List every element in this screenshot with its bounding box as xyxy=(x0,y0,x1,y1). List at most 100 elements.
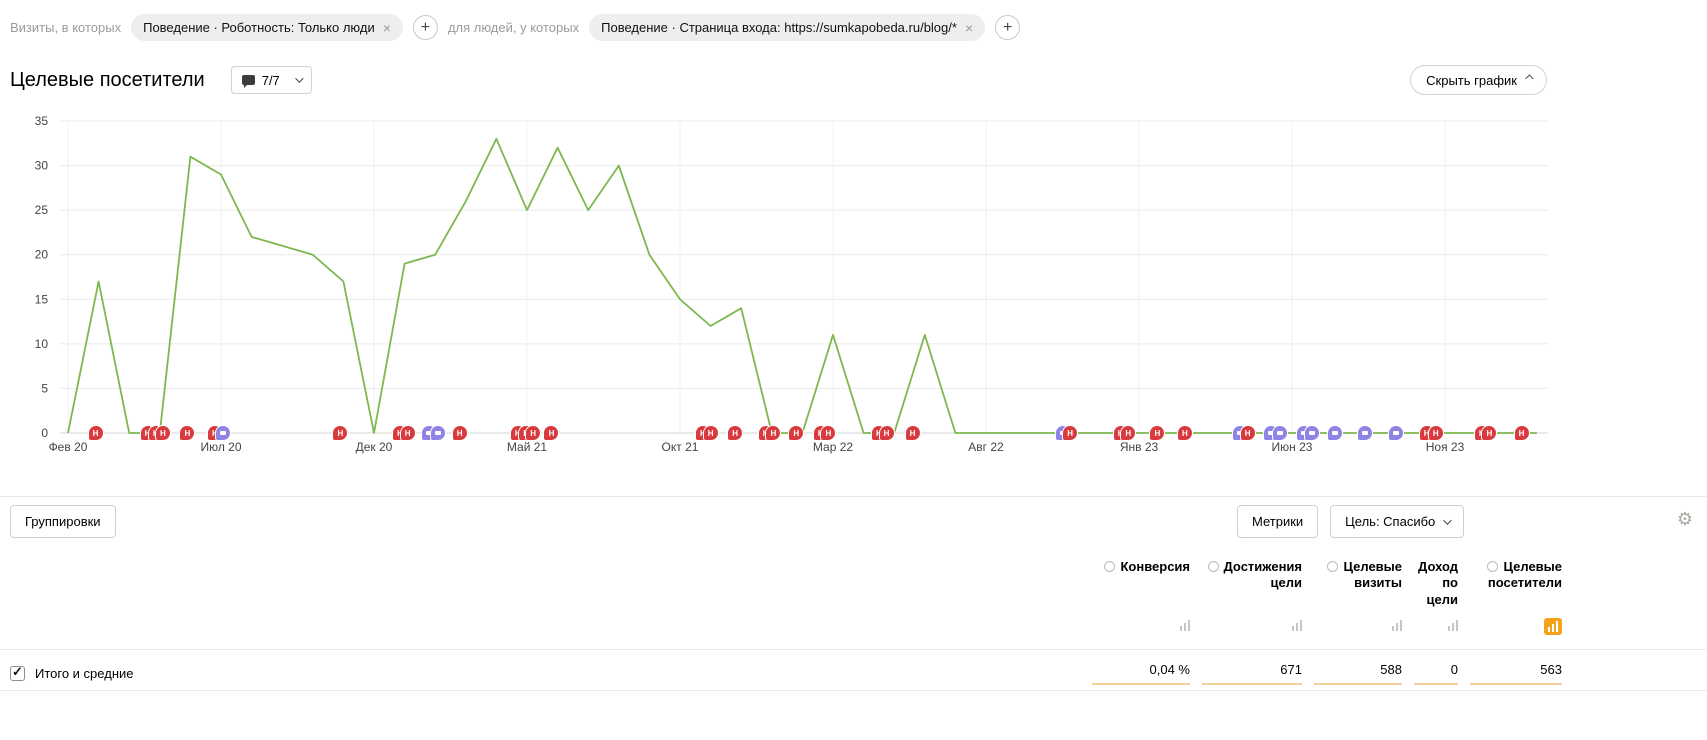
comment-marker-icon[interactable] xyxy=(1272,426,1287,440)
chart-header: Целевые посетители 7/7 Скрыть график xyxy=(0,65,1707,95)
note-marker-icon[interactable]: Н xyxy=(1121,426,1136,440)
total-goal-completions: 671 xyxy=(1202,662,1302,686)
metrics-button[interactable]: Метрики xyxy=(1237,505,1319,538)
column-header-goal-visits[interactable]: Целевые визиты xyxy=(1302,559,1402,592)
mini-bar-chart-icon[interactable] xyxy=(1448,619,1458,631)
note-marker-icon[interactable]: Н xyxy=(766,426,781,440)
groupings-button[interactable]: Группировки xyxy=(10,505,116,538)
radio-icon[interactable] xyxy=(1104,561,1116,572)
note-marker-icon[interactable]: Н xyxy=(452,426,467,440)
comment-marker-icon[interactable] xyxy=(1327,426,1342,440)
note-marker-icon[interactable]: Н xyxy=(703,426,718,440)
note-marker-icon[interactable]: Н xyxy=(879,426,894,440)
gear-icon[interactable]: ⚙ xyxy=(1676,509,1693,529)
chevron-down-icon xyxy=(294,74,304,83)
note-marker-icon[interactable]: Н xyxy=(1514,426,1529,440)
comments-dropdown[interactable]: 7/7 xyxy=(230,66,312,94)
filter-chip-text: Поведение · Роботность: Только люди xyxy=(143,20,375,35)
row-divider xyxy=(0,648,1707,650)
note-marker-icon[interactable]: Н xyxy=(905,426,920,440)
svg-text:Дек 20: Дек 20 xyxy=(356,440,393,454)
comment-marker-icon[interactable] xyxy=(1358,426,1373,440)
chevron-down-icon xyxy=(1443,515,1452,525)
note-marker-icon[interactable]: Н xyxy=(544,426,559,440)
comments-count: 7/7 xyxy=(261,72,280,88)
note-marker-icon[interactable]: Н xyxy=(88,426,103,440)
svg-text:Фев 20: Фев 20 xyxy=(49,440,88,454)
page-title: Целевые посетители xyxy=(10,68,205,91)
mini-bar-chart-icon[interactable] xyxy=(1180,619,1190,631)
radio-icon[interactable] xyxy=(1487,561,1499,572)
note-marker-icon[interactable]: Н xyxy=(180,426,195,440)
hide-chart-label: Скрыть график xyxy=(1426,72,1517,88)
chart-area: 0 5 10 15 20 25 30 35 Фев 20 Июл 20 Дек 20 Май 21 Ок… xyxy=(0,101,1707,466)
segment-filter-bar: Визиты, в которых Поведение · Роботность… xyxy=(0,0,1707,41)
mini-bar-chart-icon-selected[interactable] xyxy=(1544,617,1562,635)
comment-marker-icon[interactable] xyxy=(431,426,446,440)
comment-marker-icon[interactable] xyxy=(1304,426,1319,440)
radio-icon[interactable] xyxy=(1327,561,1339,572)
total-conversion: 0,04 % xyxy=(1092,662,1190,686)
radio-icon[interactable] xyxy=(1207,561,1219,572)
table-controls-row: Группировки Метрики Цель: Спасибо ⚙ xyxy=(0,497,1707,547)
filter-chip-robots[interactable]: Поведение · Роботность: Только люди × xyxy=(131,14,403,41)
close-icon[interactable]: × xyxy=(964,19,974,36)
column-header-conversion[interactable]: Конверсия xyxy=(1080,559,1190,575)
svg-text:Авг 22: Авг 22 xyxy=(968,440,1004,454)
column-label: Доход по цели xyxy=(1418,559,1458,607)
note-marker-icon[interactable]: Н xyxy=(789,426,804,440)
note-marker-icon[interactable]: Н xyxy=(526,426,541,440)
total-goal-revenue: 0 xyxy=(1414,662,1458,686)
close-icon[interactable]: × xyxy=(382,19,391,36)
svg-text:15: 15 xyxy=(35,292,49,306)
filter-chip-landing-page[interactable]: Поведение · Страница входа: https://sumk… xyxy=(589,14,986,41)
note-marker-icon[interactable]: Н xyxy=(1150,426,1165,440)
chart-toggle-row xyxy=(0,608,1707,649)
chevron-up-icon xyxy=(1525,74,1534,83)
total-goal-visitors: 563 xyxy=(1470,662,1562,686)
filter-joiner-label: для людей, у которых xyxy=(447,20,580,35)
totals-row: Итого и средние 0,04 % 671 588 0 563 xyxy=(0,650,1707,690)
svg-text:10: 10 xyxy=(35,337,49,351)
note-marker-icon[interactable]: Н xyxy=(1063,426,1078,440)
line-chart[interactable]: 0 5 10 15 20 25 30 35 Фев 20 Июл 20 Дек 20 Май 21 Ок… xyxy=(0,101,1707,461)
column-header-goal-visitors[interactable]: Целевые посетители xyxy=(1458,559,1562,592)
svg-text:Мар 22: Мар 22 xyxy=(813,440,853,454)
comment-marker-icon[interactable] xyxy=(216,426,231,440)
svg-text:20: 20 xyxy=(35,248,49,262)
svg-text:5: 5 xyxy=(41,381,48,395)
note-marker-icon[interactable]: Н xyxy=(1240,426,1255,440)
bottom-divider xyxy=(0,689,1707,691)
note-marker-icon[interactable]: Н xyxy=(728,426,743,440)
note-marker-icon[interactable]: Н xyxy=(1177,426,1192,440)
note-marker-icon[interactable]: Н xyxy=(400,426,415,440)
goal-select[interactable]: Цель: Спасибо xyxy=(1330,505,1465,538)
svg-text:Окт 21: Окт 21 xyxy=(662,440,699,454)
gridlines xyxy=(60,120,1548,434)
column-label: Целевые посетители xyxy=(1487,559,1562,591)
comment-marker-icon[interactable] xyxy=(1389,426,1404,440)
add-user-filter-button[interactable]: + xyxy=(995,15,1021,40)
note-marker-icon[interactable]: Н xyxy=(1482,426,1497,440)
column-label: Достижения цели xyxy=(1223,559,1302,591)
svg-text:Ноя 23: Ноя 23 xyxy=(1426,440,1465,454)
add-filter-button[interactable]: + xyxy=(412,15,438,40)
mini-bar-chart-icon[interactable] xyxy=(1292,619,1302,631)
column-header-goal-completions[interactable]: Достижения цели xyxy=(1190,559,1302,592)
note-marker-icon[interactable]: Н xyxy=(1428,426,1443,440)
hide-chart-button[interactable]: Скрыть график xyxy=(1410,65,1547,95)
filter-prefix-label: Визиты, в которых xyxy=(10,20,122,35)
column-header-goal-revenue[interactable]: Доход по цели xyxy=(1402,559,1458,608)
note-marker-icon[interactable]: Н xyxy=(155,426,170,440)
x-axis-labels: Фев 20 Июл 20 Дек 20 Май 21 Окт 21 Мар 22 Авг … xyxy=(49,440,1465,454)
note-marker-icon[interactable]: Н xyxy=(333,426,348,440)
y-axis-labels: 0 5 10 15 20 25 30 35 xyxy=(35,114,49,440)
annotation-markers-layer: НННННННННННННННННННННННННННННННННННН xyxy=(0,101,1707,466)
filter-chip-text: Поведение · Страница входа: https://sumk… xyxy=(601,20,957,35)
total-goal-visits: 588 xyxy=(1314,662,1402,686)
totals-label: Итого и средние xyxy=(35,666,134,682)
mini-bar-chart-icon[interactable] xyxy=(1392,619,1402,631)
note-marker-icon[interactable]: Н xyxy=(821,426,836,440)
totals-checkbox[interactable] xyxy=(10,664,25,682)
